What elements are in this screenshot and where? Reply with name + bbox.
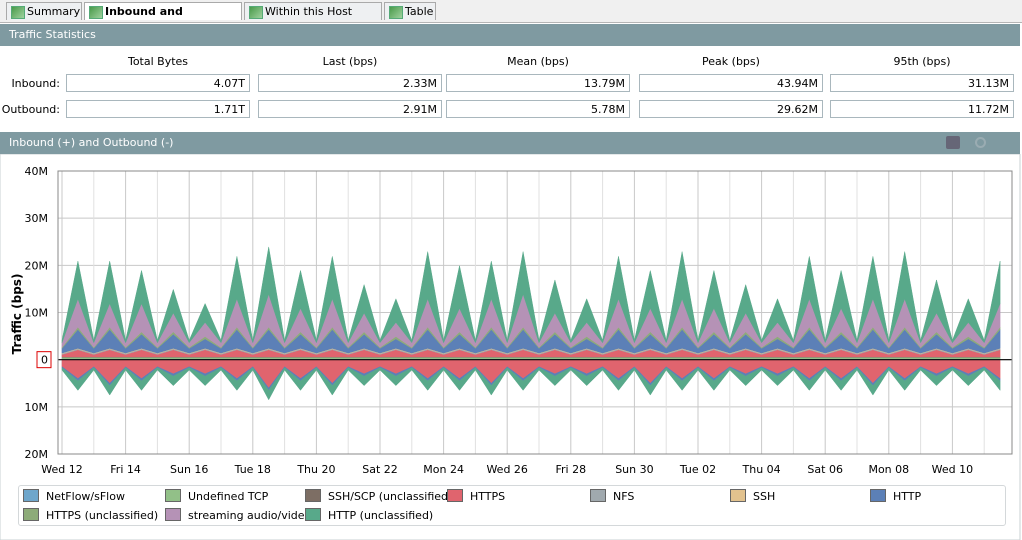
x-tick-label: Sun 30: [615, 463, 653, 476]
zoom-icon[interactable]: [975, 137, 986, 148]
legend-label: HTTPS (unclassified): [46, 509, 159, 522]
x-tick-label: Mon 24: [423, 463, 464, 476]
tab-label: Table: [405, 5, 434, 18]
y-tick-label: 10M: [25, 307, 49, 320]
y-tick-label: 0: [41, 354, 48, 367]
legend-label: HTTPS: [470, 490, 506, 503]
panel-header: Inbound (+) and Outbound (-): [0, 132, 1020, 154]
export-icon[interactable]: [946, 136, 960, 149]
legend-label: Undefined TCP: [188, 490, 269, 503]
row-label: Inbound:: [11, 77, 60, 90]
column-header: 95th (bps): [893, 55, 951, 68]
area-outbound: [61, 367, 1001, 401]
stat-value: 31.13M: [830, 74, 1014, 92]
legend-label: SSH: [753, 490, 776, 503]
legend: NetFlow/sFlow Undefined TCP SSH/SCP (uncla…: [18, 485, 1006, 526]
tab[interactable]: Summary: [6, 2, 82, 20]
chart: Traffic (bps) 20M 10M 0 10M 20M 30M 40M Wed 12 F…: [0, 154, 1021, 540]
legend-item: SSH/SCP (unclassified): [305, 489, 452, 504]
legend-swatch: [165, 508, 181, 521]
y-tick-label: 30M: [25, 212, 49, 225]
stat-value: 43.94M: [639, 74, 823, 92]
legend-swatch: [870, 489, 886, 502]
panel-header: Traffic Statistics: [0, 24, 1020, 46]
tab[interactable]: Table: [384, 2, 436, 20]
legend-swatch: [23, 508, 39, 521]
legend-item: NFS: [590, 489, 634, 504]
legend-swatch: [305, 489, 321, 502]
legend-swatch: [305, 508, 321, 521]
plot-frame: [57, 170, 1013, 455]
tab-icon: [249, 6, 263, 19]
stat-value: 5.78M: [446, 100, 630, 118]
legend-swatch: [23, 489, 39, 502]
legend-item: HTTPS: [447, 489, 505, 504]
y-tick-label: 10M: [25, 401, 49, 414]
tab-icon: [11, 6, 25, 19]
tab-icon: [89, 6, 103, 19]
y-tick-label: 20M: [25, 259, 49, 272]
x-tick-label: Wed 12: [41, 463, 82, 476]
legend-label: SSH/SCP (unclassified): [328, 490, 453, 503]
x-tick-label: Thu 20: [296, 463, 335, 476]
legend-label: streaming audio/video: [188, 509, 312, 522]
legend-item: Undefined TCP: [165, 489, 268, 504]
legend-label: HTTP (unclassified): [328, 509, 434, 522]
x-tick-label: Fri 28: [555, 463, 586, 476]
stat-value: 2.91M: [258, 100, 442, 118]
y-axis-label: Traffic (bps): [10, 274, 24, 355]
legend-swatch: [447, 489, 463, 502]
x-tick-label: Tue 18: [234, 463, 271, 476]
legend-item: NetFlow/sFlow: [23, 489, 125, 504]
stat-value: 11.72M: [830, 100, 1014, 118]
x-tick-label: Sat 06: [807, 463, 843, 476]
legend-item: HTTP: [870, 489, 921, 504]
chart-title: Inbound (+) and Outbound (-): [9, 136, 174, 149]
stat-value: 13.79M: [446, 74, 630, 92]
legend-item: streaming audio/video: [165, 508, 311, 523]
x-tick-label: Wed 10: [932, 463, 973, 476]
tab-label: Summary: [27, 5, 81, 18]
row-label: Outbound:: [1, 103, 60, 116]
stat-value: 1.71T: [66, 100, 250, 118]
x-tick-label: Fri 14: [110, 463, 141, 476]
x-tick-label: Tue 02: [679, 463, 716, 476]
x-tick-label: Thu 04: [742, 463, 781, 476]
stats-table: Total Bytes Last (bps) Mean (bps) Peak (bps…: [0, 0, 1022, 130]
legend-label: NFS: [613, 490, 635, 503]
legend-item: HTTP (unclassified): [305, 508, 433, 523]
y-tick-label: 40M: [25, 165, 49, 178]
legend-swatch: [730, 489, 746, 502]
stat-value: 29.62M: [639, 100, 823, 118]
y-tick-label: 20M: [25, 448, 49, 461]
x-tick-label: Sat 22: [362, 463, 398, 476]
column-header: Mean (bps): [507, 55, 569, 68]
area-inbound: [61, 246, 1001, 344]
column-header: Last (bps): [322, 55, 378, 68]
x-tick-label: Wed 26: [486, 463, 527, 476]
legend-swatch: [590, 489, 606, 502]
legend-item: HTTPS (unclassified): [23, 508, 158, 523]
legend-label: HTTP: [893, 490, 922, 503]
stat-value: 2.33M: [258, 74, 442, 92]
column-header: Total Bytes: [127, 55, 189, 68]
legend-swatch: [165, 489, 181, 502]
legend-label: NetFlow/sFlow: [46, 490, 125, 503]
legend-item: SSH: [730, 489, 775, 504]
zero-marker: [36, 351, 52, 369]
tab-icon: [389, 6, 403, 19]
column-header: Peak (bps): [702, 55, 760, 68]
x-tick-label: Mon 08: [868, 463, 909, 476]
x-tick-label: Sun 16: [170, 463, 208, 476]
stat-value: 4.07T: [66, 74, 250, 92]
